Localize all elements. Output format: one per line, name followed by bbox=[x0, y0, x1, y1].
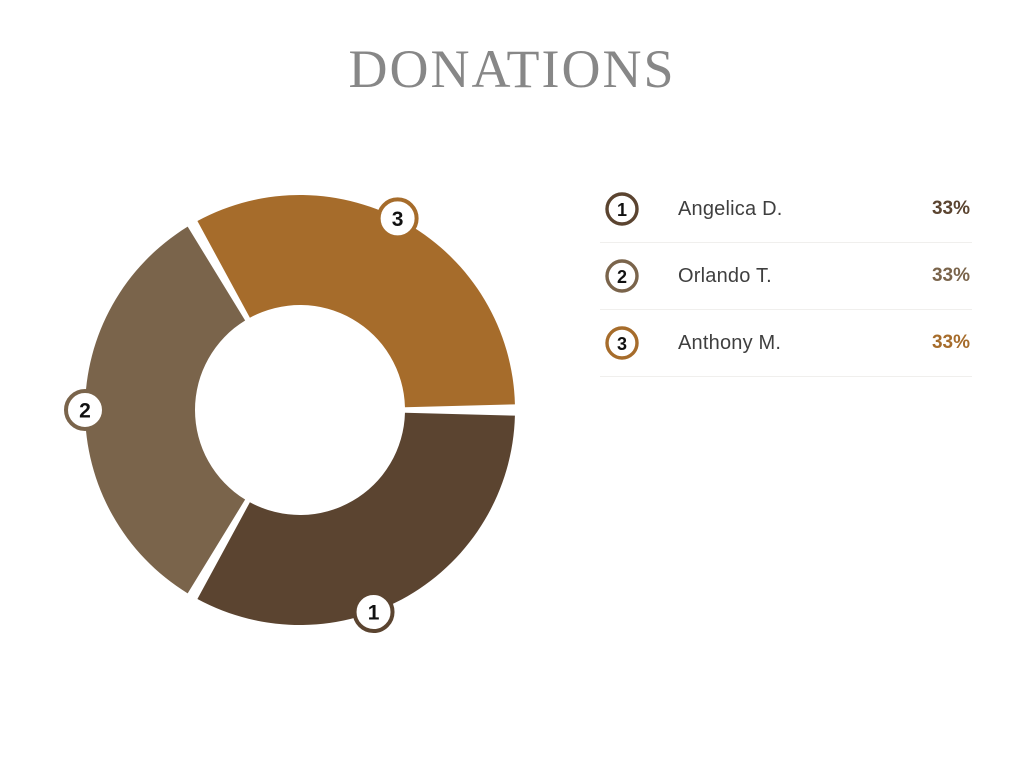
legend-row[interactable]: 1 Angelica D. 33% bbox=[600, 176, 972, 243]
badge-ring bbox=[605, 326, 639, 360]
legend-row[interactable]: 2 Orlando T. 33% bbox=[600, 243, 972, 310]
legend-badge-svg: 1 bbox=[605, 192, 639, 226]
legend-badge: 2 bbox=[604, 258, 640, 294]
badge-number: 3 bbox=[617, 334, 627, 354]
donut-slice[interactable] bbox=[84, 226, 246, 594]
donut-slice-badge[interactable]: 3 bbox=[376, 197, 419, 240]
legend-name: Orlando T. bbox=[678, 264, 772, 287]
legend-badge-svg: 2 bbox=[605, 259, 639, 293]
donut-chart-svg: 1 2 3 bbox=[64, 195, 515, 634]
legend-badge-svg: 3 bbox=[605, 326, 639, 360]
badge-ring bbox=[64, 389, 106, 431]
donut-slice-badge[interactable]: 1 bbox=[352, 591, 395, 634]
badge-ring bbox=[376, 197, 419, 240]
badge-ring bbox=[605, 192, 639, 226]
donut-badge-group: 1 2 3 bbox=[64, 197, 419, 634]
legend-name: Angelica D. bbox=[678, 197, 783, 220]
legend-percent: 33% bbox=[931, 332, 970, 353]
donut-slice[interactable] bbox=[197, 195, 515, 408]
badge-ring bbox=[605, 259, 639, 293]
donut-slice-badge[interactable]: 2 bbox=[64, 389, 106, 431]
donut-chart: 1 2 3 bbox=[60, 170, 540, 650]
badge-number: 1 bbox=[368, 602, 380, 625]
legend: 1 Angelica D. 33% 2 Orlando T. 33% 3 Anthony M.… bbox=[600, 176, 972, 377]
legend-row[interactable]: 3 Anthony M. 33% bbox=[600, 310, 972, 377]
legend-badge: 1 bbox=[604, 191, 640, 227]
badge-number: 1 bbox=[617, 200, 627, 220]
donut-slice[interactable] bbox=[197, 412, 515, 625]
badge-number: 2 bbox=[617, 267, 627, 287]
badge-number: 2 bbox=[79, 400, 91, 423]
legend-percent: 33% bbox=[931, 265, 970, 286]
badge-number: 3 bbox=[392, 208, 404, 231]
donut-slice-group bbox=[84, 195, 515, 625]
page-title: DONATIONS bbox=[348, 39, 676, 99]
legend-badge: 3 bbox=[604, 325, 640, 361]
legend-percent: 33% bbox=[931, 198, 970, 219]
badge-ring bbox=[352, 591, 395, 634]
legend-name: Anthony M. bbox=[678, 331, 782, 354]
